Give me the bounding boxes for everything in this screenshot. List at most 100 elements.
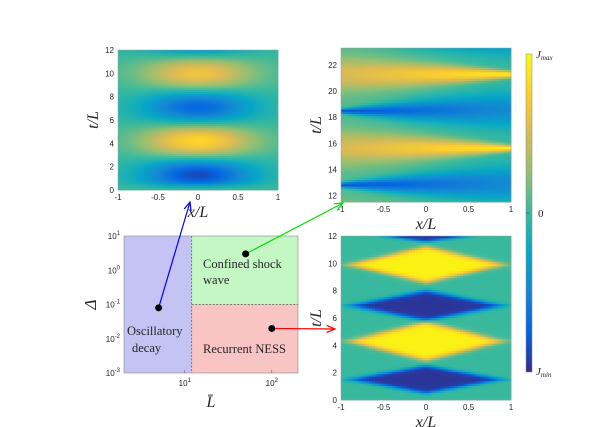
heatmap-cell bbox=[227, 110, 231, 113]
heatmap-cell bbox=[243, 132, 247, 135]
heatmap-cell bbox=[200, 158, 204, 161]
heatmap-cell bbox=[256, 68, 260, 71]
heatmap-cell bbox=[349, 116, 353, 119]
heatmap-cell bbox=[346, 191, 350, 194]
heatmap-cell bbox=[179, 140, 183, 143]
heatmap-cell bbox=[251, 64, 255, 67]
heatmap-cell bbox=[222, 146, 226, 149]
heatmap-cell bbox=[270, 114, 274, 117]
heatmap-cell bbox=[346, 85, 350, 88]
heatmap-cell bbox=[267, 184, 271, 187]
heatmap-cell bbox=[366, 193, 370, 196]
heatmap-cell bbox=[163, 70, 167, 73]
heatmap-cell bbox=[168, 140, 172, 143]
heatmap-cell bbox=[187, 168, 191, 171]
heatmap-cell bbox=[270, 92, 274, 95]
heatmap-cell bbox=[248, 122, 252, 125]
heatmap-cell bbox=[158, 124, 162, 127]
heatmap-cell bbox=[235, 150, 239, 153]
heatmap-cell bbox=[251, 102, 255, 105]
heatmap-cell bbox=[235, 78, 239, 81]
heatmap-cell bbox=[160, 120, 164, 123]
heatmap-cell bbox=[142, 126, 146, 129]
heatmap-cell bbox=[184, 116, 188, 119]
heatmap-cell bbox=[150, 172, 154, 175]
heatmap-cell bbox=[227, 154, 231, 157]
heatmap-cell bbox=[251, 78, 255, 81]
heatmap-cell bbox=[139, 164, 143, 167]
heatmap-cell bbox=[264, 128, 268, 131]
heatmap-cell bbox=[352, 92, 356, 95]
heatmap-cell bbox=[363, 109, 367, 113]
heatmap-cell bbox=[187, 50, 191, 53]
heatmap-cell bbox=[343, 72, 348, 75]
heatmap-cell bbox=[168, 122, 172, 125]
heatmap-cell bbox=[248, 120, 252, 123]
heatmap-cell bbox=[219, 150, 223, 153]
heatmap-cell bbox=[251, 126, 255, 129]
heatmap-cell bbox=[152, 66, 156, 69]
heatmap-cell bbox=[343, 188, 348, 192]
heatmap-cell bbox=[158, 144, 162, 147]
heatmap-cell bbox=[174, 154, 178, 157]
heatmap-cell bbox=[343, 70, 348, 73]
heatmap-cell bbox=[214, 150, 218, 153]
heatmap-cell bbox=[118, 60, 122, 63]
heatmap-cell bbox=[222, 62, 226, 65]
heatmap-cell bbox=[184, 102, 188, 105]
heatmap-cell bbox=[366, 133, 370, 137]
heatmap-cell bbox=[360, 48, 365, 51]
heatmap-cell bbox=[192, 144, 196, 147]
heatmap-cell bbox=[219, 178, 223, 181]
heatmap-cell bbox=[219, 114, 223, 117]
heatmap-cell bbox=[232, 126, 236, 129]
heatmap-cell bbox=[275, 164, 279, 167]
heatmap-cell bbox=[166, 112, 170, 115]
heatmap-cell bbox=[203, 174, 207, 177]
heatmap-cell bbox=[139, 54, 143, 57]
heatmap-cell bbox=[139, 126, 143, 129]
heatmap-cell bbox=[192, 142, 196, 145]
heatmap-cell bbox=[120, 130, 124, 133]
heatmap-cell bbox=[216, 178, 220, 181]
heatmap-cell bbox=[134, 142, 138, 145]
heatmap-cell bbox=[259, 154, 263, 157]
heatmap-cell bbox=[246, 138, 250, 141]
heatmap-cell bbox=[358, 78, 362, 82]
heatmap-cell bbox=[192, 74, 196, 77]
heatmap-cell bbox=[343, 142, 348, 146]
heatmap-cell bbox=[176, 72, 180, 75]
heatmap-cell bbox=[155, 156, 159, 159]
heatmap-cell bbox=[211, 70, 215, 73]
heatmap-cell bbox=[227, 146, 231, 149]
heatmap-cell bbox=[126, 146, 130, 149]
heatmap-cell bbox=[267, 178, 271, 181]
heatmap-cell bbox=[346, 160, 350, 163]
heatmap-cell bbox=[118, 122, 122, 125]
heatmap-cell bbox=[128, 112, 132, 115]
heatmap-cell bbox=[208, 120, 212, 123]
heatmap-cell bbox=[166, 182, 170, 185]
heatmap-cell bbox=[264, 58, 268, 61]
heatmap-cell bbox=[190, 112, 194, 115]
heatmap-cell bbox=[158, 142, 162, 145]
heatmap-cell bbox=[262, 70, 266, 73]
heatmap-cell bbox=[118, 104, 122, 107]
heatmap-cell bbox=[248, 188, 252, 191]
heatmap-cell bbox=[262, 128, 266, 131]
heatmap-cell bbox=[206, 128, 210, 131]
heatmap-cell bbox=[198, 134, 202, 137]
heatmap-cell bbox=[192, 54, 196, 57]
heatmap-cell bbox=[214, 70, 218, 73]
heatmap-cell bbox=[163, 120, 167, 123]
heatmap-cell bbox=[187, 176, 191, 179]
heatmap-cell bbox=[243, 106, 247, 109]
heatmap-cell bbox=[184, 158, 188, 161]
heatmap-cell bbox=[267, 82, 271, 85]
heatmap-cell bbox=[259, 78, 263, 81]
heatmap-cell bbox=[232, 74, 236, 77]
heatmap-cell bbox=[120, 158, 124, 161]
heatmap-cell bbox=[222, 110, 226, 113]
heatmap-cell bbox=[262, 110, 266, 113]
